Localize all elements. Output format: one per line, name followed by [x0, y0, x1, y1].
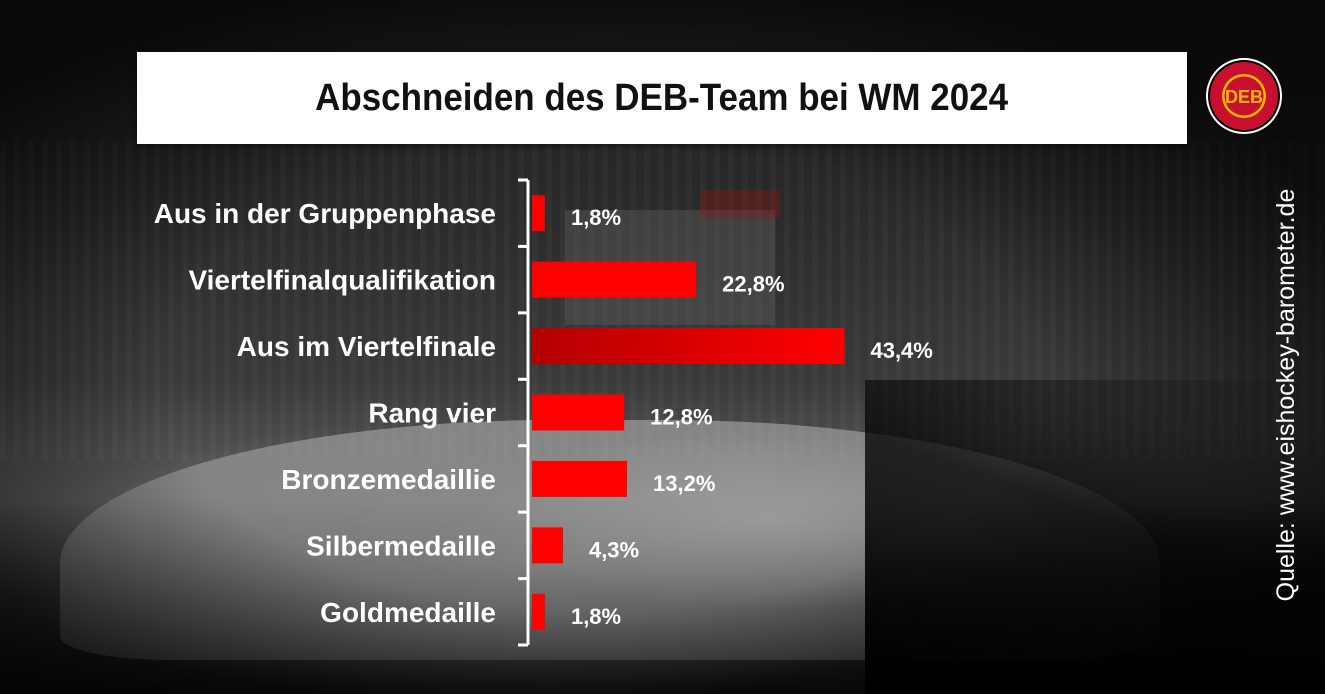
value-label: 4,3% — [589, 537, 639, 562]
bar — [532, 460, 628, 497]
value-label: 12,8% — [650, 405, 712, 430]
category-label: Bronzemedaillie — [281, 464, 496, 495]
category-label: Goldmedaille — [320, 597, 496, 628]
value-label: 43,4% — [870, 338, 932, 363]
bar — [532, 593, 545, 630]
bar — [532, 527, 563, 564]
bar — [532, 394, 625, 431]
value-label: 13,2% — [653, 471, 715, 496]
deb-logo-icon: DEB — [1206, 58, 1282, 134]
value-label: 1,8% — [571, 205, 621, 230]
value-label: 1,8% — [571, 604, 621, 629]
category-label: Aus im Viertelfinale — [237, 331, 496, 362]
title-banner: Abschneiden des DEB-Team bei WM 2024 — [137, 52, 1187, 144]
bar — [532, 328, 845, 365]
bar — [532, 261, 697, 298]
bar — [532, 195, 545, 232]
category-label: Silbermedaille — [306, 530, 496, 561]
svg-text:DEB: DEB — [1225, 87, 1263, 107]
source-text: Quelle: www.eishockey-barometer.de — [1272, 189, 1300, 602]
category-label: Aus in der Gruppenphase — [154, 198, 496, 229]
value-label: 22,8% — [722, 272, 784, 297]
category-label: Viertelfinalqualifikation — [188, 265, 496, 296]
chart-title: Abschneiden des DEB-Team bei WM 2024 — [315, 76, 1009, 119]
source-note: Quelle: www.eishockey-barometer.de — [1272, 189, 1300, 602]
category-label: Rang vier — [368, 398, 496, 429]
